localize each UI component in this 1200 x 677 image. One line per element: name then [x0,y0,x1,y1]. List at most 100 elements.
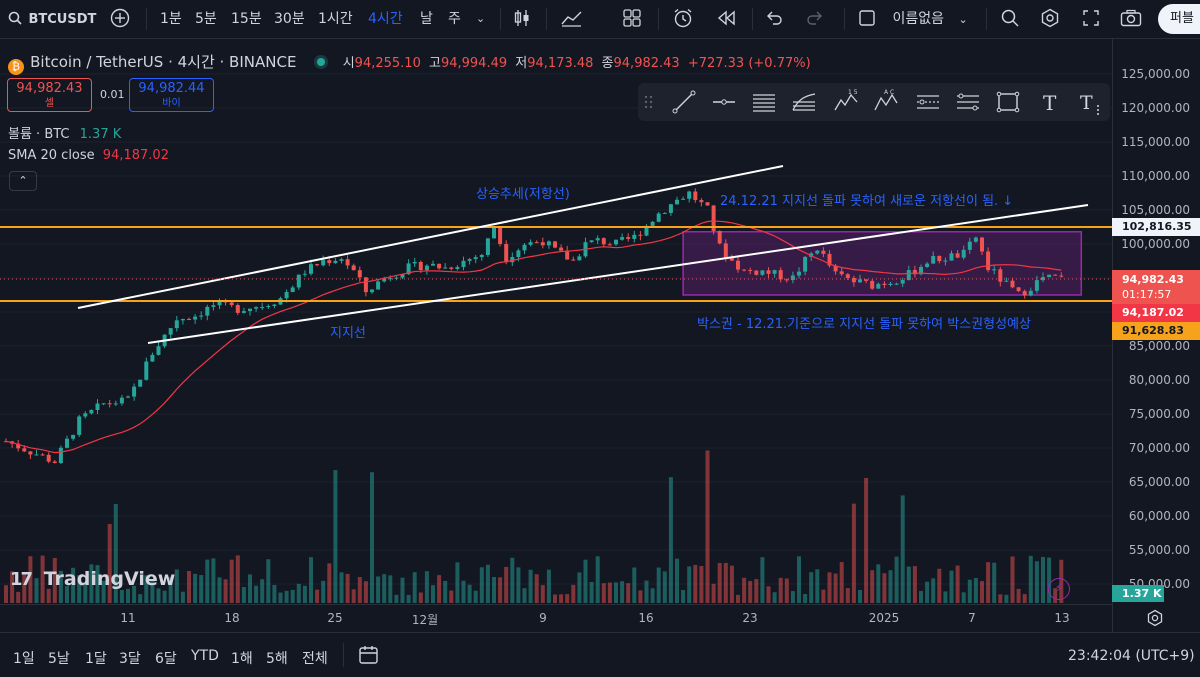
candle-body [229,302,234,306]
volume-bar [22,572,27,603]
range-5d[interactable]: 5날 [48,651,70,667]
rising-trendline-upper[interactable] [77,165,784,309]
indicators-button[interactable] [560,0,584,38]
measure-tool-icon[interactable] [954,88,982,116]
interval-15m[interactable]: 15분 [231,11,262,27]
layout-menu[interactable]: 이름없음 ⌄ [858,0,968,38]
volume-bar [790,591,795,603]
volume-bar [58,570,63,603]
interval-1m[interactable]: 1분 [160,11,182,27]
range-box[interactable] [682,231,1083,296]
candle-body [1034,280,1039,291]
candle-body [742,269,747,271]
horizontal-ray-tool-icon[interactable] [710,88,738,116]
rectangle-tool-icon[interactable] [994,88,1022,116]
pattern-tool-icon[interactable]: A C [872,88,900,116]
volume-bar [315,589,320,603]
gear-icon [1041,8,1059,28]
volume-bar [809,572,814,603]
sell-button[interactable]: 94,982.43 셀 [7,78,92,112]
annotation-resistance[interactable]: 상승추세(저항선) [476,187,570,202]
symbol-search[interactable]: BTCUSDT [8,0,96,38]
interval-week[interactable]: 주 [448,11,461,27]
rising-trendline-lower[interactable] [147,204,1089,344]
interval-5m[interactable]: 5분 [195,11,217,27]
text-tool-icon[interactable]: T [1036,88,1064,116]
interval-1h[interactable]: 1시간 [318,11,353,27]
undo-button[interactable] [764,0,784,38]
range-ytd[interactable]: YTD [191,648,219,664]
lightning-icon[interactable]: ⚡ [1048,578,1070,600]
publish-button[interactable]: 퍼블 [1158,4,1200,34]
volume-bar [943,591,948,603]
sma-legend[interactable]: SMA 20 close 94,187.02 [8,148,169,163]
volume-bar [28,556,33,603]
annotation-support[interactable]: 지지선 [330,326,366,341]
candle-style-button[interactable] [512,0,532,38]
quick-search-button[interactable] [1000,0,1020,38]
text-settings-tool-icon[interactable]: T [1076,88,1104,116]
candle-body [961,249,966,258]
time-axis[interactable] [0,604,1112,632]
volume-bar [961,592,966,603]
candle-body [443,267,448,269]
drag-handle-icon[interactable] [642,88,656,116]
candle-body [34,454,39,456]
candle-body [58,447,63,464]
trend-line-tool-icon[interactable] [670,88,698,116]
time-tick: 25 [327,611,343,625]
range-1m[interactable]: 1달 [85,651,107,667]
volume-bar [89,564,94,603]
volume-bar [949,570,954,603]
candle-body [882,283,887,286]
interval-4h[interactable]: 4시간 [368,11,403,27]
fib-tool-icon[interactable] [790,88,818,116]
range-1d[interactable]: 1일 [13,651,35,667]
volume-bar [772,592,777,603]
candle-body [815,250,820,254]
replay-button[interactable] [716,0,736,38]
collapse-legend-button[interactable]: ⌃ [9,171,37,191]
range-all[interactable]: 전체 [302,651,328,667]
candles-icon [514,10,529,26]
alert-button[interactable] [672,0,694,38]
top-toolbar: BTCUSDT 1분 5분 15분 30분 1시간 4시간 날 주 ⌄ 이름없음… [0,0,1200,39]
price-chart[interactable] [0,39,1112,632]
range-6m[interactable]: 6달 [155,651,177,667]
candle-body [845,274,850,278]
time-tick: 9 [539,611,547,625]
compare-button[interactable] [110,0,130,38]
forecast-tool-icon[interactable] [914,88,942,116]
go-to-date-calendar-icon[interactable] [358,644,380,666]
candle-body [632,234,637,239]
range-1y[interactable]: 1해 [231,651,253,667]
candle-body [485,238,490,255]
annotation-note-box[interactable]: 박스권 - 12.21.기준으로 지지선 돌파 못하여 박스권형성예상 [697,317,1031,332]
snapshot-button[interactable] [1120,0,1142,38]
candle-body [1028,290,1033,296]
buy-button[interactable]: 94,982.44 바이 [129,78,214,112]
parallel-channel-tool-icon[interactable] [750,88,778,116]
annotation-note-top[interactable]: 24.12.21 지지선 돌파 못하여 새로운 저항선이 됨. ↓ [720,194,1014,209]
candle-body [821,250,826,254]
elliott-wave-tool-icon[interactable]: 1 5 [832,88,860,116]
interval-30m[interactable]: 30분 [274,11,305,27]
volume-bar [107,523,112,603]
axis-settings-gear-icon[interactable] [1146,609,1164,627]
candle-body [516,250,521,258]
volume-legend[interactable]: 볼륨 · BTC 1.37 K [8,123,121,142]
fullscreen-button[interactable] [1082,0,1100,38]
range-3m[interactable]: 3달 [119,651,141,667]
candle-body [46,454,51,462]
volume-bar [876,564,881,603]
settings-button[interactable] [1040,0,1060,38]
templates-button[interactable] [622,0,642,38]
volume-bar [333,470,338,603]
candle-body [431,263,435,266]
interval-dropdown-chevron-icon[interactable]: ⌄ [476,12,486,25]
volume-bar [705,450,710,603]
clock-timezone[interactable]: 23:42:04 (UTC+9) [1068,648,1195,664]
redo-button[interactable] [805,0,825,38]
interval-day[interactable]: 날 [420,11,433,27]
range-5y[interactable]: 5해 [266,651,288,667]
